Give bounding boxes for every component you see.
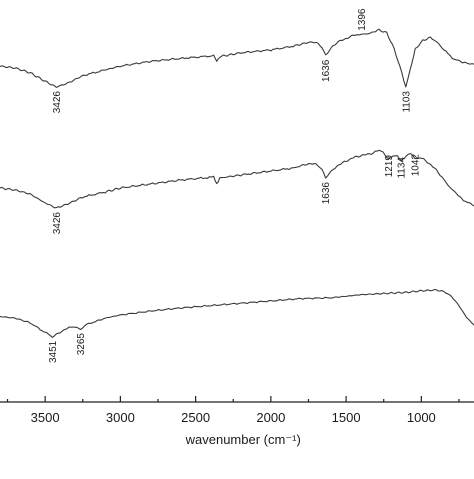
peak-label-1636: 1636 [321,182,332,205]
x-tick-label-1500: 1500 [332,410,361,425]
spectrum-line-2 [0,149,474,209]
spectrum-line-1 [0,28,474,88]
x-axis-title: wavenumber (cm⁻¹) [185,432,301,447]
x-tick-label-2000: 2000 [256,410,285,425]
peak-label-1042: 1042 [411,154,422,177]
peak-label-1134: 1134 [397,157,408,179]
peak-label-3426: 3426 [52,212,63,235]
peak-labels-group: 3426 1636 1396 1103 3426 1636 1219 1134 1042 3451… [48,8,422,363]
peak-label-1636: 1636 [321,59,332,82]
peak-label-1219: 1219 [384,155,395,178]
peak-label-1396: 1396 [357,8,368,31]
x-tick-label-3000: 3000 [106,410,135,425]
peak-label-1103: 1103 [401,91,412,113]
x-tick-label-2500: 2500 [181,410,210,425]
spectrum-line-3 [0,288,474,338]
peak-label-3426: 3426 [52,91,63,114]
x-tick-label-1000: 1000 [407,410,436,425]
peak-label-3265: 3265 [76,333,87,356]
x-axis-ticks: 3500 3000 2500 2000 1500 1000 [6,396,460,425]
spectra-group [0,28,474,338]
peak-label-3451: 3451 [48,340,59,363]
x-tick-label-3500: 3500 [31,410,60,425]
